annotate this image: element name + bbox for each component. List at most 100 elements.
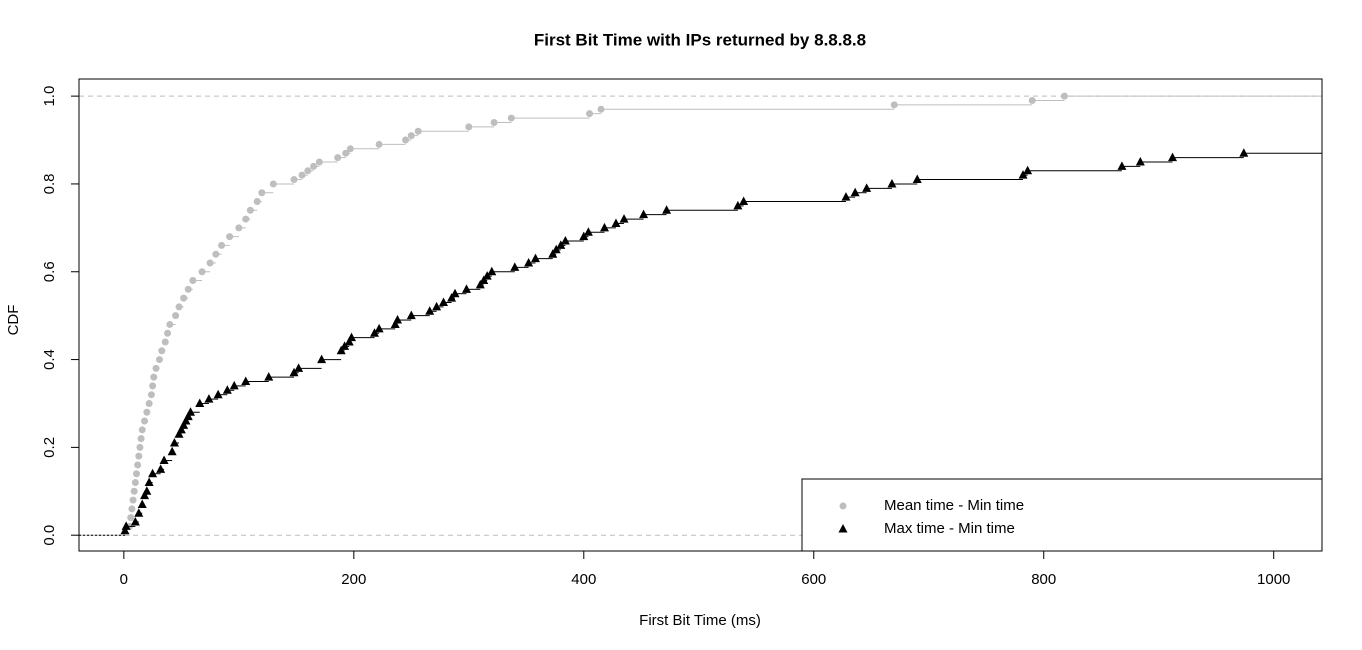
circle-marker xyxy=(586,110,594,118)
triangle-marker xyxy=(662,205,672,214)
circle-marker xyxy=(134,461,142,469)
triangle-marker xyxy=(838,524,848,533)
triangle-marker xyxy=(344,337,354,346)
circle-marker xyxy=(130,487,138,495)
x-tick-label: 200 xyxy=(341,571,366,588)
triangle-marker xyxy=(390,319,400,328)
y-axis-label: CDF xyxy=(5,305,22,336)
triangle-marker xyxy=(134,508,144,517)
circle-marker xyxy=(334,154,342,162)
triangle-marker xyxy=(204,394,214,403)
triangle-marker xyxy=(294,363,304,372)
circle-marker xyxy=(137,435,145,443)
triangle-marker xyxy=(120,525,130,535)
triangle-marker xyxy=(862,183,872,192)
circle-marker xyxy=(164,329,172,337)
triangle-marker xyxy=(462,284,472,293)
circle-marker xyxy=(258,189,266,197)
circle-marker xyxy=(310,162,318,170)
circle-marker xyxy=(290,176,298,184)
triangle-marker xyxy=(579,231,589,241)
circle-marker xyxy=(189,277,197,285)
x-axis-label: First Bit Time (ms) xyxy=(639,612,761,629)
circle-marker xyxy=(1028,97,1036,105)
triangle-marker xyxy=(739,196,749,206)
triangle-marker xyxy=(887,178,897,188)
circle-marker xyxy=(152,364,160,372)
circle-marker xyxy=(198,268,206,276)
circle-marker xyxy=(131,479,139,487)
triangle-marker xyxy=(393,315,403,324)
y-tick-label: 0.8 xyxy=(41,174,58,195)
triangle-marker xyxy=(447,293,457,302)
y-tick-label: 0.2 xyxy=(41,437,58,458)
x-tick-label: 0 xyxy=(120,571,128,588)
triangle-marker xyxy=(174,429,184,438)
triangle-marker xyxy=(611,218,621,227)
circle-marker xyxy=(128,505,136,513)
triangle-marker xyxy=(1023,165,1033,175)
triangle-marker xyxy=(530,253,540,263)
triangle-marker xyxy=(370,328,380,337)
triangle-marker xyxy=(1239,148,1249,157)
circle-marker xyxy=(226,233,234,241)
triangle-marker xyxy=(510,262,520,271)
triangle-marker xyxy=(450,288,460,298)
triangle-marker xyxy=(317,354,327,364)
y-tick-label: 1.0 xyxy=(41,86,58,107)
triangle-marker xyxy=(142,486,152,495)
circle-marker xyxy=(127,514,135,522)
circle-marker xyxy=(235,224,243,232)
y-tick-label: 0.0 xyxy=(41,525,58,546)
circle-marker xyxy=(184,285,192,293)
chart-title: First Bit Time with IPs returned by 8.8.… xyxy=(534,30,866,49)
triangle-marker xyxy=(374,323,384,333)
triangle-marker xyxy=(1135,156,1145,166)
circle-marker xyxy=(138,426,146,434)
x-tick-label: 800 xyxy=(1031,571,1056,588)
plot-frame xyxy=(78,78,1323,552)
triangle-marker xyxy=(213,389,223,399)
circle-marker xyxy=(206,259,214,267)
circle-marker xyxy=(890,101,898,109)
triangle-marker xyxy=(556,240,566,249)
circle-marker xyxy=(143,408,151,416)
legend-box xyxy=(801,478,1323,552)
circle-marker xyxy=(141,417,149,425)
triangle-marker xyxy=(1117,161,1127,170)
triangle-marker xyxy=(347,332,357,342)
triangle-marker xyxy=(140,490,150,500)
circle-marker xyxy=(149,382,157,390)
circle-marker xyxy=(1060,92,1068,100)
triangle-marker xyxy=(475,279,485,289)
triangle-marker xyxy=(130,517,140,526)
triangle-marker xyxy=(639,209,649,219)
triangle-marker xyxy=(289,367,299,377)
x-tick-label: 400 xyxy=(571,571,596,588)
circle-marker xyxy=(242,215,250,223)
triangle-marker xyxy=(487,266,497,276)
circle-marker xyxy=(132,470,140,478)
circle-marker xyxy=(414,127,422,135)
triangle-marker xyxy=(406,310,416,320)
triangle-marker xyxy=(167,446,177,456)
circle-marker xyxy=(253,198,261,206)
triangle-marker xyxy=(183,411,193,421)
triangle-marker xyxy=(479,275,489,285)
circle-marker xyxy=(507,114,515,122)
circle-marker xyxy=(218,241,226,249)
triangle-marker xyxy=(148,468,158,478)
circle-marker xyxy=(597,105,605,113)
triangle-marker xyxy=(336,345,346,355)
circle-marker xyxy=(212,250,220,258)
triangle-marker xyxy=(229,380,239,390)
triangle-marker xyxy=(1018,170,1028,179)
triangle-marker xyxy=(524,257,534,267)
triangle-marker xyxy=(156,464,166,473)
triangle-marker xyxy=(1168,152,1178,162)
circle-marker xyxy=(161,338,169,346)
triangle-marker xyxy=(482,271,492,280)
triangle-marker xyxy=(241,376,251,386)
circle-marker xyxy=(135,452,143,460)
